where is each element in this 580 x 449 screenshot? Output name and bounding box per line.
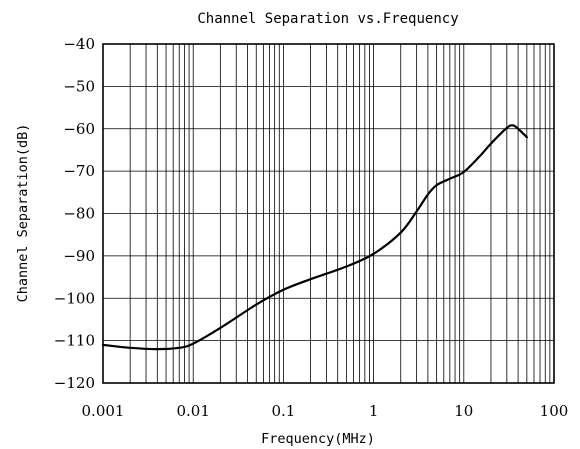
x-tick-label: 0.1 [271,402,295,420]
x-tick-label: 1 [369,402,379,420]
y-tick-label: −80 [63,205,95,223]
x-axis-label: Frequency(MHz) [261,431,375,447]
chart-title: Channel Separation vs.Frequency [197,11,458,27]
y-axis-label: Channel Separation(dB) [15,124,31,303]
plot-frame [102,43,555,384]
y-tick-label: −90 [63,247,95,265]
y-tick-label: −100 [54,289,95,307]
x-tick-label: 0.01 [176,402,209,420]
y-tick-label: −70 [63,162,95,180]
y-tick-label: −120 [54,374,95,392]
tick-labels: 0.001 0.01 0.1 1 10 100 −40 −50 −60 −70 −80 −90 −100… [54,35,569,420]
grid-layer [103,44,554,383]
y-tick-label: −110 [54,332,95,350]
x-tick-label: 100 [540,402,569,420]
y-tick-label: −50 [63,77,95,95]
y-tick-label: −60 [63,120,95,138]
series-layer [101,124,528,351]
x-tick-label: 0.001 [82,402,125,420]
series-line [101,124,528,351]
y-tick-label: −40 [63,35,95,53]
x-tick-label: 10 [454,402,473,420]
